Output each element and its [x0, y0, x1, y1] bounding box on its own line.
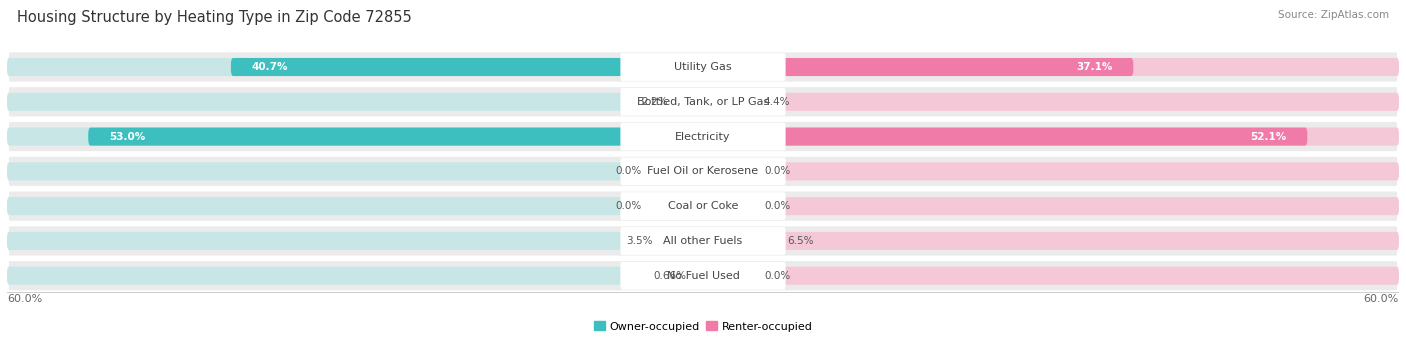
FancyBboxPatch shape — [8, 192, 1398, 221]
FancyBboxPatch shape — [8, 53, 1398, 81]
Text: 52.1%: 52.1% — [1250, 132, 1286, 142]
Text: 0.0%: 0.0% — [765, 166, 790, 176]
FancyBboxPatch shape — [620, 158, 786, 185]
Text: 3.5%: 3.5% — [627, 236, 654, 246]
FancyBboxPatch shape — [703, 128, 1308, 146]
Text: Utility Gas: Utility Gas — [675, 62, 731, 72]
FancyBboxPatch shape — [703, 93, 754, 111]
FancyBboxPatch shape — [703, 197, 755, 215]
FancyBboxPatch shape — [703, 58, 1133, 76]
Text: Bottled, Tank, or LP Gas: Bottled, Tank, or LP Gas — [637, 97, 769, 107]
Text: 6.5%: 6.5% — [787, 236, 814, 246]
FancyBboxPatch shape — [678, 93, 703, 111]
FancyBboxPatch shape — [703, 58, 1399, 76]
FancyBboxPatch shape — [620, 53, 786, 81]
FancyBboxPatch shape — [703, 128, 1399, 146]
FancyBboxPatch shape — [7, 232, 703, 250]
Text: 0.0%: 0.0% — [765, 201, 790, 211]
FancyBboxPatch shape — [7, 128, 703, 146]
FancyBboxPatch shape — [7, 267, 703, 285]
FancyBboxPatch shape — [231, 58, 703, 76]
Text: 0.0%: 0.0% — [616, 166, 641, 176]
FancyBboxPatch shape — [703, 162, 1399, 180]
Text: All other Fuels: All other Fuels — [664, 236, 742, 246]
FancyBboxPatch shape — [620, 227, 786, 255]
Text: 40.7%: 40.7% — [252, 62, 288, 72]
FancyBboxPatch shape — [8, 122, 1398, 151]
FancyBboxPatch shape — [620, 123, 786, 150]
FancyBboxPatch shape — [89, 128, 703, 146]
Text: Source: ZipAtlas.com: Source: ZipAtlas.com — [1278, 10, 1389, 20]
Text: Coal or Coke: Coal or Coke — [668, 201, 738, 211]
FancyBboxPatch shape — [651, 197, 703, 215]
Text: 4.4%: 4.4% — [763, 97, 790, 107]
FancyBboxPatch shape — [8, 261, 1398, 290]
FancyBboxPatch shape — [620, 88, 786, 116]
FancyBboxPatch shape — [703, 197, 1399, 215]
FancyBboxPatch shape — [8, 87, 1398, 116]
Text: 0.0%: 0.0% — [765, 271, 790, 281]
FancyBboxPatch shape — [620, 262, 786, 290]
Text: 0.0%: 0.0% — [616, 201, 641, 211]
FancyBboxPatch shape — [7, 93, 703, 111]
FancyBboxPatch shape — [651, 162, 703, 180]
Text: No Fuel Used: No Fuel Used — [666, 271, 740, 281]
FancyBboxPatch shape — [7, 162, 703, 180]
Text: 60.0%: 60.0% — [7, 294, 42, 304]
Text: Electricity: Electricity — [675, 132, 731, 142]
FancyBboxPatch shape — [8, 226, 1398, 255]
FancyBboxPatch shape — [7, 58, 703, 76]
FancyBboxPatch shape — [703, 267, 1399, 285]
FancyBboxPatch shape — [703, 93, 1399, 111]
Text: Housing Structure by Heating Type in Zip Code 72855: Housing Structure by Heating Type in Zip… — [17, 10, 412, 25]
FancyBboxPatch shape — [8, 157, 1398, 186]
Text: Fuel Oil or Kerosene: Fuel Oil or Kerosene — [647, 166, 759, 176]
Text: 2.2%: 2.2% — [641, 97, 668, 107]
Text: 60.0%: 60.0% — [1364, 294, 1399, 304]
Text: 53.0%: 53.0% — [110, 132, 145, 142]
FancyBboxPatch shape — [703, 267, 755, 285]
Text: 37.1%: 37.1% — [1076, 62, 1112, 72]
FancyBboxPatch shape — [696, 267, 703, 285]
FancyBboxPatch shape — [620, 192, 786, 220]
Legend: Owner-occupied, Renter-occupied: Owner-occupied, Renter-occupied — [589, 317, 817, 336]
FancyBboxPatch shape — [662, 232, 703, 250]
FancyBboxPatch shape — [703, 162, 755, 180]
FancyBboxPatch shape — [7, 197, 703, 215]
FancyBboxPatch shape — [703, 232, 1399, 250]
Text: 0.66%: 0.66% — [652, 271, 686, 281]
FancyBboxPatch shape — [703, 232, 779, 250]
